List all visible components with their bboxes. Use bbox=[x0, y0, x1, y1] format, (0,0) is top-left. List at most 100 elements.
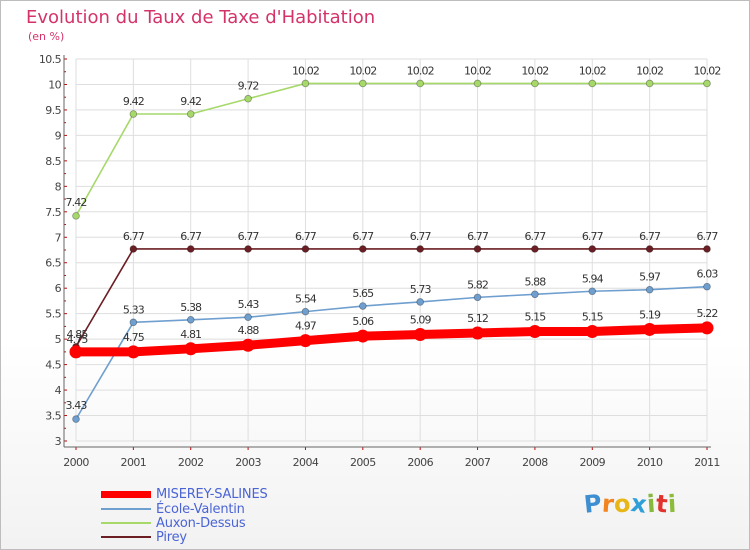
data-point bbox=[703, 79, 711, 88]
data-label: 4.81 bbox=[180, 328, 201, 341]
data-label: 5.22 bbox=[697, 307, 718, 320]
data-label: 5.43 bbox=[238, 298, 260, 311]
legend-entry-auxon-dessus: Auxon-Dessus bbox=[101, 516, 246, 531]
y-tick-label: 10 bbox=[48, 78, 61, 91]
data-point bbox=[473, 79, 482, 88]
y-tick-label: 5.5 bbox=[45, 308, 61, 321]
data-point bbox=[416, 79, 424, 88]
x-tick-label: 2009 bbox=[579, 456, 605, 469]
data-label: 5.19 bbox=[639, 308, 661, 321]
data-point bbox=[359, 79, 367, 88]
data-label: 6.77 bbox=[582, 230, 604, 243]
data-label: 10.02 bbox=[407, 64, 434, 77]
data-point bbox=[129, 245, 138, 253]
x-tick-label: 2005 bbox=[350, 456, 376, 469]
data-point bbox=[528, 324, 542, 338]
legend-swatch-ecole-valentin bbox=[101, 508, 151, 510]
data-point bbox=[588, 245, 597, 253]
y-tick-label: 9 bbox=[55, 129, 62, 142]
data-label: 6.77 bbox=[295, 230, 317, 243]
y-tick-label: 3 bbox=[55, 435, 62, 448]
data-point bbox=[471, 326, 485, 340]
data-label: 4.75 bbox=[67, 333, 89, 346]
data-label: 5.73 bbox=[410, 283, 432, 296]
x-tick-label: 2008 bbox=[522, 456, 548, 469]
chart-title: Evolution du Taux de Taxe d'Habitation bbox=[26, 7, 376, 28]
data-label: 4.97 bbox=[295, 320, 317, 333]
y-tick-label: 7.5 bbox=[45, 206, 61, 219]
legend-entry-pirey: Pirey bbox=[101, 530, 187, 545]
data-point bbox=[703, 245, 711, 253]
data-point bbox=[473, 293, 482, 302]
series-line-2 bbox=[75, 285, 708, 420]
series-line-1 bbox=[75, 82, 708, 217]
data-label: 5.33 bbox=[123, 303, 145, 316]
data-label: 6.77 bbox=[467, 230, 489, 243]
data-label: 10.02 bbox=[636, 64, 663, 77]
y-tick-label: 7 bbox=[55, 231, 62, 244]
data-label: 9.72 bbox=[238, 80, 259, 93]
data-point bbox=[129, 318, 138, 327]
legend-label-misserey-salines: MISEREY-SALINES bbox=[156, 486, 268, 502]
y-tick-label: 10.5 bbox=[39, 53, 62, 66]
data-label: 9.42 bbox=[180, 95, 201, 108]
data-label: 5.82 bbox=[467, 278, 488, 291]
x-tick-label: 2001 bbox=[121, 456, 147, 469]
y-tick-label: 8 bbox=[55, 180, 62, 193]
data-point bbox=[126, 345, 140, 359]
proxiti-logo: Proxiti bbox=[583, 489, 678, 519]
data-label: 6.77 bbox=[352, 230, 374, 243]
data-label: 6.77 bbox=[697, 230, 719, 243]
data-label: 9.42 bbox=[123, 95, 144, 108]
data-point bbox=[186, 110, 195, 118]
y-tick-label: 5 bbox=[55, 333, 62, 346]
x-tick-label: 2010 bbox=[637, 456, 663, 469]
data-label: 5.38 bbox=[180, 301, 202, 314]
data-point bbox=[298, 334, 312, 348]
data-point bbox=[184, 342, 198, 356]
data-label: 4.85 bbox=[67, 328, 89, 341]
legend-swatch-pirey bbox=[101, 536, 151, 538]
data-label: 10.02 bbox=[694, 64, 721, 77]
data-point bbox=[588, 79, 597, 88]
data-label: 5.15 bbox=[524, 310, 546, 323]
data-point bbox=[588, 287, 597, 296]
data-point bbox=[703, 282, 711, 291]
data-point bbox=[645, 285, 654, 294]
data-point bbox=[301, 307, 310, 316]
legend-entry-misserey-salines: MISEREY-SALINES bbox=[101, 486, 268, 502]
data-label: 3.43 bbox=[66, 399, 88, 412]
data-point bbox=[72, 212, 80, 220]
data-point bbox=[301, 79, 310, 88]
legend-entry-ecole-valentin: École-Valentin bbox=[101, 502, 245, 517]
data-point bbox=[356, 329, 370, 343]
data-point bbox=[241, 338, 255, 352]
data-point bbox=[645, 245, 654, 253]
data-point bbox=[244, 313, 252, 322]
x-tick-label: 2003 bbox=[235, 456, 261, 469]
data-label: 6.77 bbox=[123, 230, 145, 243]
y-tick-label: 9.5 bbox=[45, 104, 61, 117]
data-point bbox=[359, 245, 367, 253]
data-label: 6.77 bbox=[639, 230, 661, 243]
x-tick-label: 2004 bbox=[293, 456, 319, 469]
data-point bbox=[186, 245, 195, 253]
data-point bbox=[301, 245, 310, 253]
series-line-0 bbox=[75, 248, 708, 348]
logo-letter: i bbox=[667, 489, 678, 519]
data-label: 10.02 bbox=[349, 64, 376, 77]
x-tick-label: 2006 bbox=[407, 456, 433, 469]
legend-swatch-auxon-dessus bbox=[101, 522, 151, 524]
data-point bbox=[585, 324, 599, 338]
data-point bbox=[359, 302, 367, 310]
y-tick-label: 6 bbox=[55, 282, 62, 295]
data-label: 5.12 bbox=[467, 312, 488, 325]
data-label: 10.02 bbox=[292, 64, 319, 77]
data-point bbox=[129, 110, 138, 118]
data-label: 5.54 bbox=[295, 293, 317, 306]
data-point bbox=[413, 328, 427, 342]
legend-swatch-misserey-salines bbox=[101, 490, 151, 498]
data-point bbox=[244, 245, 252, 253]
x-tick-label: 2002 bbox=[178, 456, 204, 469]
